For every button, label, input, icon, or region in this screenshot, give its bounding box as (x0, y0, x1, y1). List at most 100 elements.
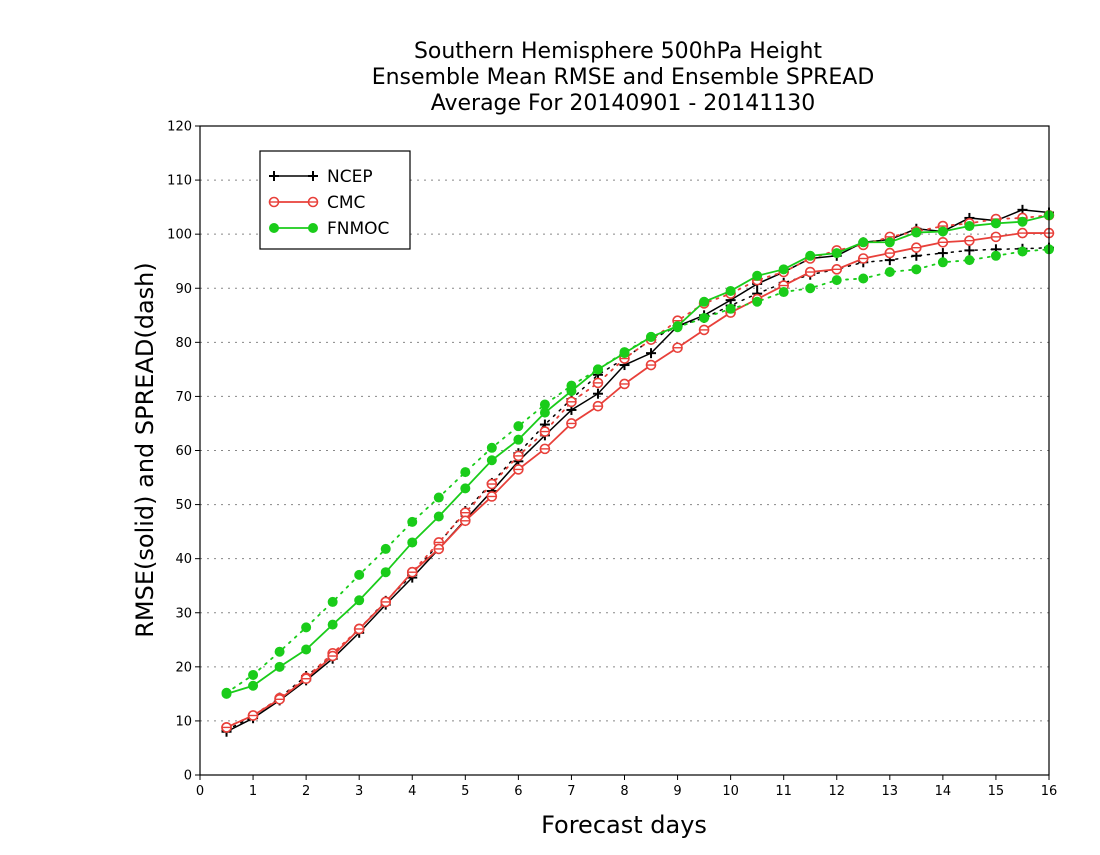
x-tick-label: 0 (196, 784, 204, 799)
series-cmc-rmse-point (645, 359, 657, 371)
series-cmc-rmse-point (990, 231, 1002, 243)
y-tick-label: 110 (167, 174, 192, 189)
series-ncep-spread-point (937, 248, 948, 259)
legend-marker-left (268, 196, 280, 208)
series-fnmoc-spread-point (831, 275, 842, 286)
y-tick-label: 60 (175, 444, 192, 459)
x-tick-label: 9 (673, 784, 681, 799)
legend: NCEP CMC FNMOC (259, 150, 411, 250)
series-fnmoc (221, 210, 1054, 699)
y-tick-label: 50 (175, 498, 192, 513)
series-cmc-rmse-point (592, 400, 604, 412)
series-cmc-rmse-line (226, 232, 1049, 729)
series-fnmoc-spread-point (433, 492, 444, 503)
series-ncep-rmse-line (226, 209, 1050, 733)
series-fnmoc-spread-point (699, 312, 710, 323)
legend-marker-right (308, 223, 318, 233)
legend-item-ncep: NCEP (269, 167, 373, 187)
x-tick-label: 11 (775, 784, 792, 799)
legend-marker-right (307, 196, 319, 208)
series-fnmoc-rmse-line (226, 214, 1050, 695)
series-fnmoc-rmse-point (380, 567, 391, 578)
series-fnmoc-spread-point (884, 267, 895, 278)
series-fnmoc-spread-point (858, 273, 869, 284)
series-cmc-rmse-point (1017, 227, 1028, 239)
series-cmc-rmse-point (221, 722, 232, 733)
series-fnmoc-spread-point (1017, 246, 1028, 257)
series-cmc-rmse-point (460, 515, 471, 527)
series-cmc-rmse-point (380, 596, 392, 608)
series-fnmoc-rmse-point (407, 537, 418, 548)
series-cmc-rmse-point (884, 247, 896, 259)
x-tick-label: 8 (620, 784, 628, 799)
series-fnmoc-spread-point (274, 646, 285, 657)
series-fnmoc-spread-point (327, 596, 338, 607)
series-fnmoc-rmse-point (831, 248, 842, 259)
series-ncep-rmse-point (592, 388, 603, 399)
x-tick-label: 4 (408, 784, 416, 799)
series-fnmoc-rmse-point (937, 226, 948, 237)
series-ncep-rmse-point (646, 348, 657, 359)
series-cmc-spread-point (566, 396, 577, 408)
legend-marker-left (269, 171, 279, 181)
series-fnmoc-spread-point (964, 255, 975, 266)
series-fnmoc-rmse-point (672, 321, 683, 332)
series-fnmoc-rmse-point (990, 218, 1001, 229)
series-fnmoc-rmse-point (699, 296, 710, 307)
series-fnmoc-rmse-point (539, 407, 550, 418)
series-fnmoc-rmse-point (221, 688, 232, 699)
y-tick-label: 100 (167, 228, 192, 243)
legend-label-fnmoc: FNMOC (327, 219, 389, 239)
series-cmc-rmse-point (857, 253, 869, 264)
series-fnmoc-spread-point (725, 303, 736, 314)
series-cmc-rmse-point (513, 464, 524, 475)
series-cmc-rmse-point (300, 673, 312, 685)
series-cmc-rmse-point (433, 543, 445, 555)
title-line-3: Average For 20140901 - 20141130 (431, 91, 816, 116)
x-tick-label: 2 (302, 784, 310, 799)
grid (200, 179, 1049, 722)
series-fnmoc-rmse-point (858, 237, 869, 248)
series-cmc-rmse-point (831, 264, 843, 275)
series-cmc-spread-point (539, 426, 551, 437)
series-ncep (221, 204, 1054, 737)
title-line-1: Southern Hemisphere 500hPa Height (414, 39, 822, 64)
legend-box (259, 150, 411, 250)
y-tick-label: 80 (175, 336, 192, 351)
series-cmc-rmse-point (937, 236, 949, 248)
series-fnmoc-spread-point (407, 516, 418, 527)
series-fnmoc-rmse-point (1017, 216, 1028, 227)
y-tick-label: 20 (175, 660, 192, 675)
series-cmc (221, 209, 1055, 733)
series-fnmoc-spread-point (354, 569, 365, 580)
series-fnmoc-rmse-point (619, 348, 630, 359)
series-ncep-spread-point (964, 245, 975, 256)
series-fnmoc-rmse-point (327, 619, 338, 630)
title-line-2: Ensemble Mean RMSE and Ensemble SPREAD (372, 65, 875, 90)
series-fnmoc-rmse-point (433, 511, 444, 522)
x-tick-label: 10 (722, 784, 739, 799)
x-tick-label: 15 (988, 784, 1005, 799)
series-cmc-rmse-point (964, 235, 975, 246)
chart-title: Southern Hemisphere 500hPa Height Ensemb… (372, 39, 875, 116)
series (221, 204, 1055, 737)
series-fnmoc-spread-point (990, 250, 1001, 261)
y-tick-label: 90 (175, 282, 192, 297)
series-fnmoc-rmse-point (486, 455, 497, 466)
series-cmc-rmse-point (619, 378, 630, 390)
legend-item-cmc: CMC (268, 193, 365, 213)
x-tick-label: 12 (828, 784, 845, 799)
y-tick-label: 120 (167, 120, 192, 135)
x-tick-label: 5 (461, 784, 469, 799)
series-fnmoc-rmse-point (301, 644, 312, 655)
legend-item-fnmoc: FNMOC (269, 219, 389, 239)
series-fnmoc-rmse-point (964, 221, 975, 232)
series-cmc-rmse-point (698, 324, 710, 336)
series-cmc-rmse-point (539, 443, 551, 455)
series-cmc-rmse-point (486, 491, 498, 502)
series-cmc-rmse-point (353, 623, 365, 635)
series-cmc-rmse-point (672, 342, 683, 354)
series-cmc-rmse-point (247, 710, 259, 721)
series-fnmoc-spread-point (911, 264, 922, 275)
